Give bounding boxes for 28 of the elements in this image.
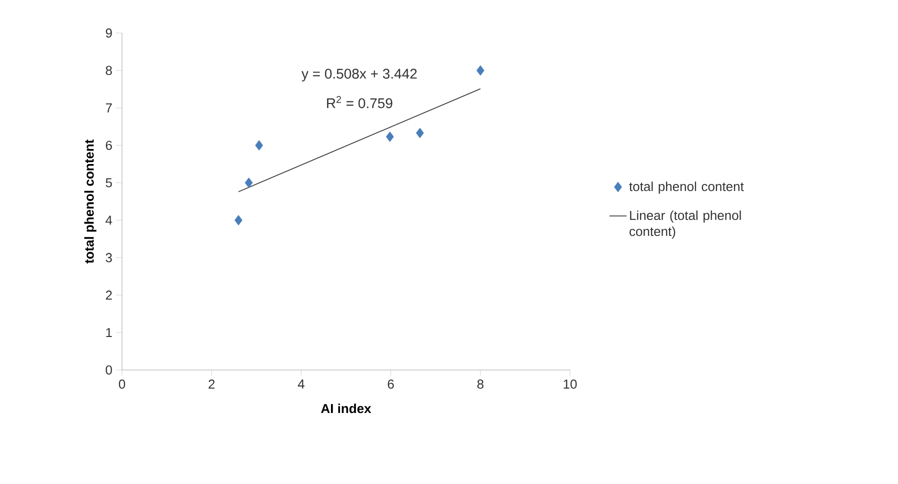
y-tick-label: 7	[106, 103, 112, 112]
y-axis-title: total phenol content	[84, 140, 96, 264]
x-tick-label: 8	[477, 380, 484, 389]
y-tick-label: 0	[106, 365, 112, 375]
point	[255, 140, 264, 151]
x-tick-label: 6	[388, 380, 394, 389]
x-tick-label: 4	[298, 380, 304, 388]
x-tick-label: 0	[118, 380, 126, 389]
y-tick-label: 5	[106, 178, 112, 188]
point	[244, 178, 253, 188]
x-axis-title: AI index	[321, 404, 372, 414]
x-tick-label: 2	[208, 380, 215, 389]
y-tick-label: 9	[106, 28, 112, 38]
y-tick-label: 1	[106, 328, 112, 338]
y-tick-label: 4	[106, 216, 112, 225]
point	[476, 65, 484, 76]
point	[234, 215, 242, 226]
point	[386, 132, 394, 142]
y-tick-label: 2	[106, 290, 112, 300]
annotation: y = 0.508x + 3.442	[301, 68, 417, 82]
y-tick-label: 8	[106, 66, 112, 76]
y-tick-label: 6	[106, 140, 112, 150]
legend-label: total phenol content	[629, 182, 744, 194]
x-tick-label: 10	[564, 380, 577, 389]
y-tick-label: 3	[106, 253, 112, 262]
legend-label: Linear (total phenol content)	[630, 210, 741, 239]
point	[416, 128, 424, 138]
annotation: R$^{2}$ = 0.759	[327, 96, 392, 108]
